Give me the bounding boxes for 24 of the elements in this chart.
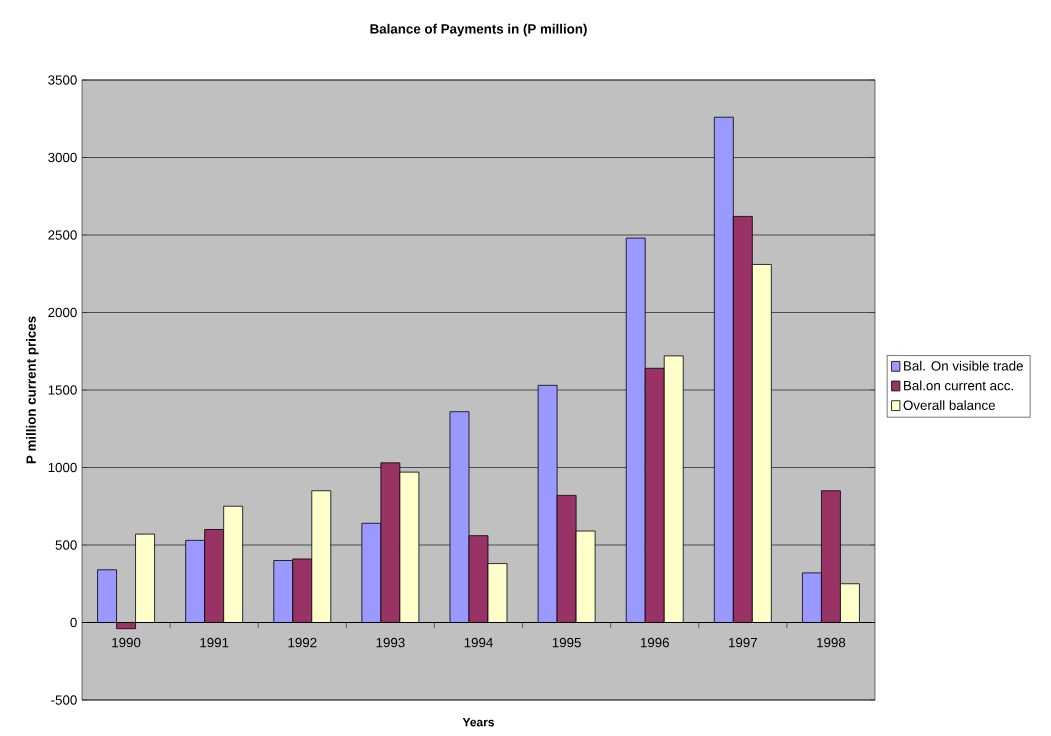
x-tick-label: 1990	[112, 637, 141, 648]
y-tick-label: 2000	[48, 307, 77, 318]
legend-label: Bal.on current acc.	[904, 380, 1013, 391]
y-tick-label: 3500	[48, 75, 77, 85]
x-tick-label: 1991	[200, 637, 229, 648]
y-axis-title: P million current prices	[26, 316, 39, 464]
legend-label: Overall balance	[903, 400, 995, 410]
y-tick-label: 500	[55, 540, 77, 550]
x-tick-label: 1993	[376, 637, 405, 648]
legend-label: Bal. On visible trade	[904, 360, 1023, 371]
y-tick-label: 2500	[48, 230, 77, 240]
x-tick-label: 1992	[288, 637, 317, 648]
chart-title: Balance of Payments in (P million)	[370, 23, 587, 37]
x-tick-label: 1996	[640, 637, 669, 648]
y-tick-label: 1500	[48, 385, 77, 395]
y-tick-label: 3000	[48, 152, 77, 163]
x-axis-title: Years	[462, 718, 495, 727]
y-tick-label: -500	[51, 695, 77, 705]
x-tick-label: 1998	[817, 637, 846, 648]
y-tick-label: 0	[70, 617, 77, 628]
x-tick-label: 1997	[729, 637, 757, 648]
x-tick-label: 1994	[464, 637, 493, 648]
y-tick-label: 1000	[48, 462, 77, 473]
x-tick-label: 1995	[552, 637, 581, 648]
